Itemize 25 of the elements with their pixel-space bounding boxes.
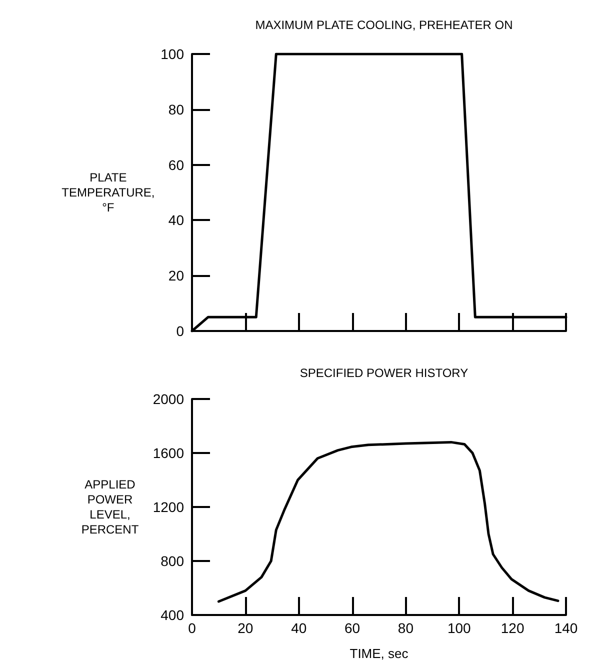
y-tick-label: 40 [168, 212, 184, 228]
chart-title: MAXIMUM PLATE COOLING, PREHEATER ON [255, 18, 513, 32]
y-axis-title: APPLIED POWER LEVEL, PERCENT [81, 478, 140, 536]
line-series [217, 440, 560, 603]
x-tick-label: 60 [344, 620, 360, 636]
y-tick-label: 800 [160, 553, 184, 569]
y-tick-label: 100 [160, 46, 184, 62]
chart-title: SPECIFIED POWER HISTORY [300, 366, 468, 380]
x-tick-label: 40 [291, 620, 307, 636]
x-tick-label: 20 [238, 620, 254, 636]
x-tick-label: 140 [554, 620, 578, 636]
y-tick-label: 0 [176, 323, 184, 339]
y-tick-label: 2000 [152, 391, 184, 407]
y-tick-label: 400 [160, 607, 184, 623]
y-tick-label: 1200 [152, 499, 184, 515]
y-tick-label: 20 [168, 268, 184, 284]
x-tick-label: 80 [398, 620, 414, 636]
y-tick-label: 80 [168, 101, 184, 118]
y-axis-title: PLATE TEMPERATURE, °F [62, 170, 155, 214]
y-tick-label: 60 [168, 156, 184, 173]
x-tick-label: 0 [188, 620, 196, 636]
y-tick-label: 1600 [152, 445, 184, 461]
x-axis-title: TIME, sec [350, 646, 409, 661]
x-tick-label: 100 [447, 620, 472, 636]
x-tick-label: 120 [500, 620, 524, 636]
